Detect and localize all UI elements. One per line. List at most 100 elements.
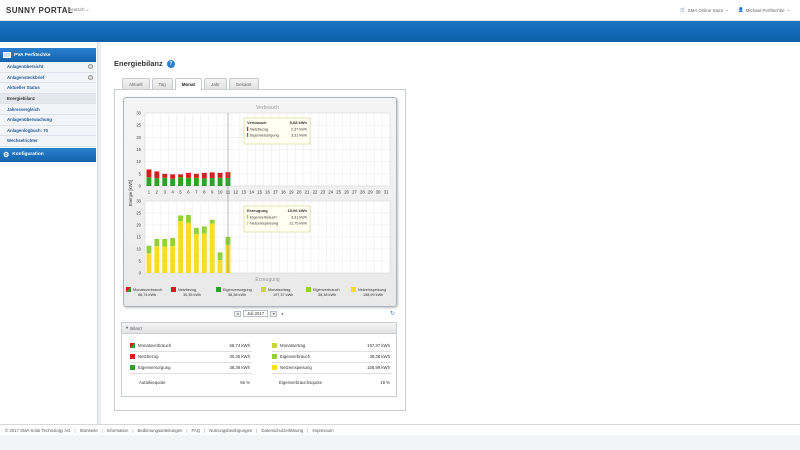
- x-tick-label: 19: [289, 190, 294, 195]
- next-month-button[interactable]: ▸: [281, 311, 284, 316]
- balance-value: 38,38 kWh: [229, 365, 250, 370]
- sidebar-item-7[interactable]: Anlagenlogbuch: 70: [0, 125, 96, 137]
- chart-bottom-title: Erzeugung: [255, 277, 279, 283]
- x-tick-label: 18: [281, 190, 286, 195]
- sidebar-item-6[interactable]: Anlagenüberwachung: [0, 114, 96, 126]
- balance-value: 30,35 kWh: [229, 354, 250, 359]
- balance-header[interactable]: ▾ Bilanz: [122, 323, 396, 334]
- bar-netzbezug: [209, 172, 215, 178]
- tab-tag[interactable]: Tag: [151, 78, 173, 89]
- tab-gesamt[interactable]: Gesamt: [228, 78, 259, 89]
- month-value: Juli 2017: [247, 311, 265, 316]
- x-tick-label: 11: [226, 190, 231, 195]
- help-icon[interactable]: ?: [166, 59, 175, 68]
- balance-row-label: Netzbezug: [130, 354, 159, 360]
- top-bar: SUNNY PORTAL Deutsch ⌄ 🛒 SMA Online Store…: [0, 0, 800, 21]
- footer-link[interactable]: Bedienungsanleitungen: [137, 427, 183, 433]
- footer-link[interactable]: FAQ: [191, 427, 201, 433]
- bar-eigenverbrauch: [146, 245, 152, 254]
- balance-row-label: Eigenversorgung: [130, 365, 171, 371]
- sidebar-divider: [97, 42, 101, 424]
- tooltip-total: 5,68 kWh: [290, 120, 308, 125]
- x-tick-label: 4: [171, 190, 174, 195]
- y-tick-label: 30: [136, 111, 141, 116]
- tooltip-title: Erzeugung: [247, 208, 268, 213]
- balance-title: Bilanz: [130, 325, 143, 331]
- balance-swatch: [130, 365, 135, 371]
- month-dropdown-button[interactable]: ▾: [270, 310, 278, 317]
- sidebar-item-8[interactable]: Wechselrichter: [0, 136, 96, 147]
- config-label: Konfiguration: [12, 152, 44, 158]
- brand-logo[interactable]: SUNNY PORTAL: [6, 6, 74, 15]
- bar-eigenverbrauch: [217, 252, 223, 261]
- plant-name: PVA Perfitschke: [14, 52, 51, 58]
- x-tick-label: 9: [211, 190, 214, 195]
- sidebar-item-2[interactable]: Anlagensteckbrief: [0, 72, 96, 84]
- sidebar-item-label: Anlagensteckbrief: [7, 74, 45, 80]
- online-store-link[interactable]: 🛒 SMA Online Store ⌄: [680, 7, 729, 13]
- footer-separator: |: [132, 427, 134, 433]
- bar-netzeinspeisung: [178, 221, 184, 273]
- tooltip-row-value: 11,75 kWh: [289, 222, 307, 226]
- bar-eigenverbrauch: [178, 215, 184, 222]
- x-tick-label: 1: [148, 190, 151, 195]
- language-selector[interactable]: Deutsch ⌄: [68, 7, 90, 13]
- x-tick-label: 21: [305, 190, 310, 195]
- bar-eigenversorgung: [162, 177, 168, 186]
- sidebar-config-header[interactable]: ⚙ Konfiguration: [0, 147, 96, 162]
- tooltip-swatch: [247, 133, 249, 137]
- footer-link[interactable]: Nutzungsbedingungen: [209, 427, 253, 433]
- y-tick-label: 25: [136, 123, 141, 128]
- legend-swatch: [216, 287, 221, 292]
- gear-icon: ⚙: [3, 151, 10, 159]
- footer-link[interactable]: Impressum: [312, 427, 334, 433]
- footer-link[interactable]: Startseite: [79, 427, 98, 433]
- footer-separator: |: [204, 427, 206, 433]
- sidebar-item-4[interactable]: Energiebilanz: [0, 93, 96, 105]
- period-tabs: Aktuell Tag Monat Jahr Gesamt: [122, 78, 259, 90]
- y-tick-label: 25: [136, 211, 141, 216]
- sidebar-plant-header[interactable]: PVA Perfitschke: [0, 48, 96, 62]
- balance-swatch: [272, 354, 277, 360]
- y-tick-label: 20: [136, 135, 141, 140]
- store-label: SMA Online Store: [687, 7, 724, 13]
- x-tick-label: 2: [156, 190, 159, 195]
- chart-legend: Monatsverbrauch 68,74 kWh Netzbezug 30,35 k…: [125, 287, 395, 297]
- x-tick-label: 6: [187, 190, 190, 195]
- settings-icon[interactable]: [88, 74, 93, 80]
- month-select[interactable]: Juli 2017: [243, 310, 269, 317]
- legend-swatch: [126, 287, 131, 292]
- tooltip-total: 15,06 kWh: [287, 208, 307, 213]
- tooltip-row-value: 3,31 kWh: [291, 134, 307, 138]
- settings-icon[interactable]: [88, 64, 93, 70]
- balance-label-text: Eigenverbrauch: [280, 354, 311, 359]
- tab-monat[interactable]: Monat: [174, 78, 203, 90]
- bar-netzeinspeisung: [154, 246, 160, 273]
- footer-separator: |: [186, 427, 188, 433]
- user-menu[interactable]: 👤 Michael Perfitschke ⌄: [738, 7, 790, 13]
- legend-value: 158,99 kWh: [363, 293, 384, 297]
- footer-link[interactable]: Information: [106, 427, 129, 433]
- sidebar-item-5[interactable]: Jahresvergleich: [0, 104, 96, 115]
- bar-netzeinspeisung: [209, 223, 215, 273]
- plant-icon: [3, 52, 11, 58]
- copyright: © 2017 SMA Solar Technology AG: [5, 427, 71, 433]
- legend-swatch: [171, 287, 176, 292]
- y-tick-label: 20: [136, 223, 141, 228]
- sidebar-item-1[interactable]: Anlagenübersicht: [0, 62, 96, 73]
- bar-eigenverbrauch: [193, 227, 199, 235]
- bar-netzeinspeisung: [162, 246, 168, 273]
- bar-netzbezug: [193, 173, 199, 178]
- footer-link[interactable]: Datenschutzerklärung: [261, 427, 304, 433]
- legend-item: Netzeinspeisung 158,99 kWh: [350, 287, 395, 297]
- sidebar-item-3[interactable]: Aktueller Status: [0, 83, 96, 94]
- legend-label: Netzeinspeisung: [358, 287, 387, 292]
- prev-month-button[interactable]: ◂: [234, 310, 241, 317]
- balance-swatch: [272, 365, 277, 371]
- balance-label-text: Netzbezug: [138, 354, 159, 359]
- refresh-icon[interactable]: ↻: [390, 311, 396, 317]
- balance-panel: ▾ Bilanz Monatsverbrauch 68,74 kWh Netzbezu…: [121, 322, 397, 397]
- tooltip-box: [243, 117, 311, 145]
- tab-jahr[interactable]: Jahr: [204, 78, 227, 89]
- tab-aktuell[interactable]: Aktuell: [122, 78, 150, 89]
